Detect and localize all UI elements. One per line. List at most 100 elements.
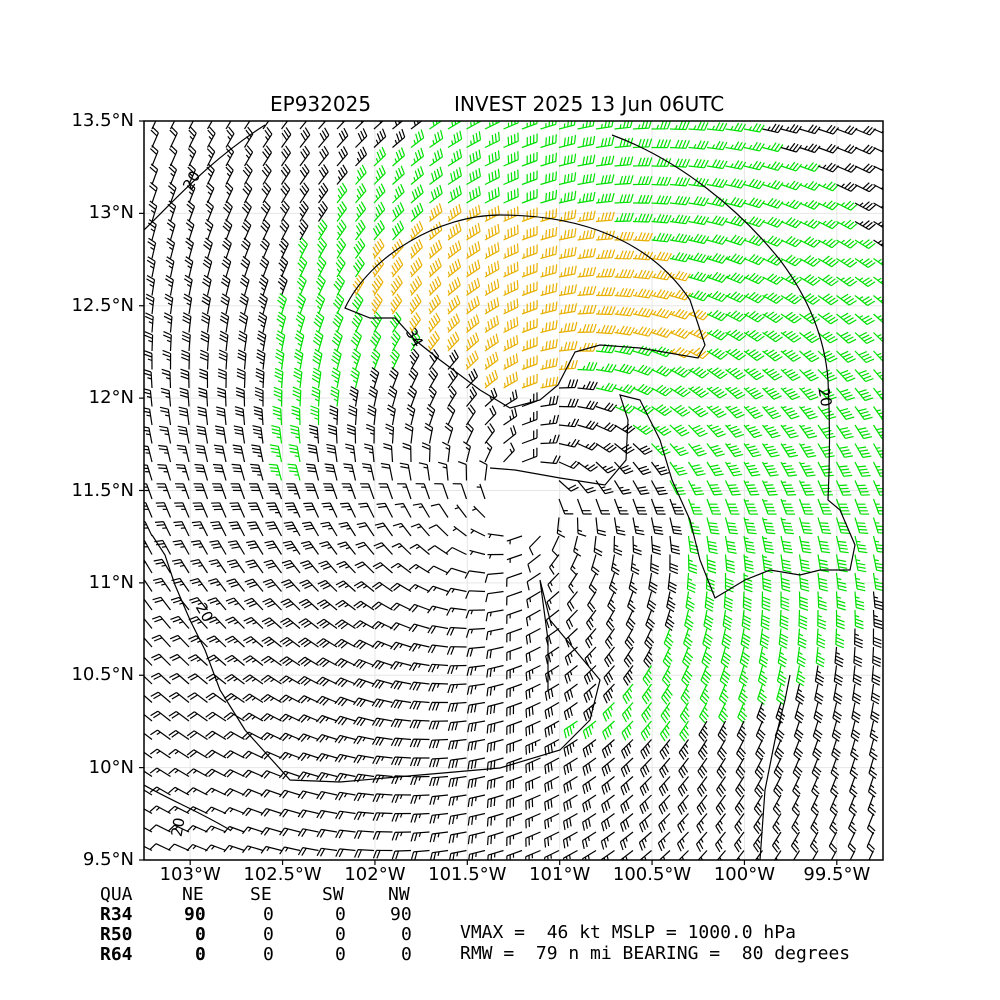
- wind-barb: [798, 480, 815, 496]
- wind-barb: [650, 554, 660, 575]
- wind-barb: [448, 812, 467, 825]
- wind-barb: [279, 656, 301, 667]
- wind-barb: [278, 237, 289, 259]
- wind-barb: [659, 757, 671, 778]
- wind-barb: [150, 691, 171, 703]
- lon-label: 100.5°W: [612, 864, 692, 885]
- wind-barb: [316, 828, 338, 838]
- wind-barb: [279, 219, 290, 241]
- wind-barb: [154, 539, 172, 555]
- wind-barb: [595, 174, 615, 186]
- wind-barb: [484, 315, 500, 334]
- wind-barb: [602, 720, 615, 740]
- wind-barb: [205, 673, 227, 685]
- wind-barb: [312, 330, 324, 352]
- wind-barb: [260, 845, 282, 854]
- quadrant-header-cell: SW: [322, 884, 344, 905]
- wind-barb: [780, 480, 797, 496]
- wind-barb: [632, 498, 648, 515]
- wind-barb: [836, 369, 856, 382]
- wind-barb: [335, 599, 356, 611]
- wind-barb: [503, 335, 519, 352]
- wind-barb: [444, 422, 454, 444]
- wind-barb: [318, 200, 328, 222]
- wind-barb: [687, 480, 705, 496]
- wind-barb: [264, 540, 283, 555]
- wind-barb: [204, 806, 227, 815]
- wind-barb: [371, 621, 393, 630]
- wind-barb: [835, 554, 848, 573]
- wind-barb: [793, 720, 804, 743]
- wind-barb: [540, 171, 557, 186]
- wind-barb: [662, 646, 673, 669]
- wind-barb: [762, 180, 784, 190]
- wind-barb: [472, 505, 486, 518]
- wind-barb: [484, 351, 499, 370]
- wind-barb: [336, 146, 349, 167]
- wind-barb: [297, 637, 319, 648]
- wind-barb: [355, 201, 367, 222]
- wind-barb: [736, 739, 747, 761]
- wind-barb: [836, 162, 858, 173]
- wind-barb: [872, 646, 882, 667]
- wind-barb: [651, 176, 672, 186]
- wind-barb: [854, 220, 876, 231]
- wind-barb: [372, 849, 393, 859]
- wind-barb: [651, 232, 672, 243]
- wind-barb: [233, 425, 246, 444]
- wind-barb: [601, 794, 615, 814]
- wind-barb: [506, 701, 523, 717]
- wind-barb: [685, 591, 695, 613]
- wind-barb: [503, 151, 519, 167]
- wind-barb: [447, 349, 459, 370]
- wind-barb: [279, 846, 301, 855]
- wind-barb: [318, 560, 338, 574]
- wind-barb: [790, 831, 801, 853]
- wind-barb: [577, 266, 597, 278]
- wind-barb: [144, 388, 153, 407]
- wind-barb: [408, 642, 430, 652]
- wind-barb: [724, 554, 736, 574]
- wind-barb: [540, 282, 558, 297]
- wind-barb: [503, 224, 519, 241]
- wind-barb: [719, 665, 731, 687]
- wind-barb: [144, 426, 153, 444]
- wind-barb: [833, 665, 844, 686]
- wind-barb: [619, 831, 634, 851]
- wind-barb: [651, 461, 670, 476]
- wind-barb: [688, 424, 708, 438]
- wind-barb: [521, 447, 538, 463]
- wind-barb: [614, 423, 636, 434]
- wind-barb: [355, 146, 368, 167]
- wind-barb: [724, 535, 737, 554]
- wind-barb: [564, 646, 578, 666]
- wind-barb: [687, 517, 701, 535]
- wind-barb: [447, 367, 459, 389]
- wind-barb: [651, 121, 671, 130]
- wind-barb: [223, 807, 245, 815]
- wind-barb: [429, 166, 443, 185]
- wind-barb: [269, 444, 283, 463]
- quadrant-row-label: R34: [100, 904, 133, 925]
- wind-barb: [603, 665, 615, 686]
- quadrant-value: 0: [335, 904, 346, 925]
- quadrant-value: 0: [195, 924, 206, 945]
- wind-barb: [429, 129, 444, 148]
- wind-barb: [205, 711, 227, 722]
- wind-barb: [544, 664, 560, 683]
- wind-barb: [521, 207, 538, 223]
- wind-barb: [447, 276, 461, 296]
- wind-barb: [540, 208, 558, 223]
- wind-barb: [817, 443, 835, 458]
- wind-barb: [780, 591, 790, 612]
- wind-barb: [646, 591, 657, 613]
- wind-barb: [525, 664, 541, 682]
- wind-barb: [627, 591, 636, 613]
- wind-barb: [421, 442, 431, 463]
- wind-barb: [725, 386, 746, 400]
- wind-barb: [696, 776, 708, 797]
- wind-barb: [558, 379, 579, 389]
- wind-barb: [222, 200, 233, 222]
- wind-barb: [735, 850, 745, 860]
- wind-barb: [850, 739, 859, 761]
